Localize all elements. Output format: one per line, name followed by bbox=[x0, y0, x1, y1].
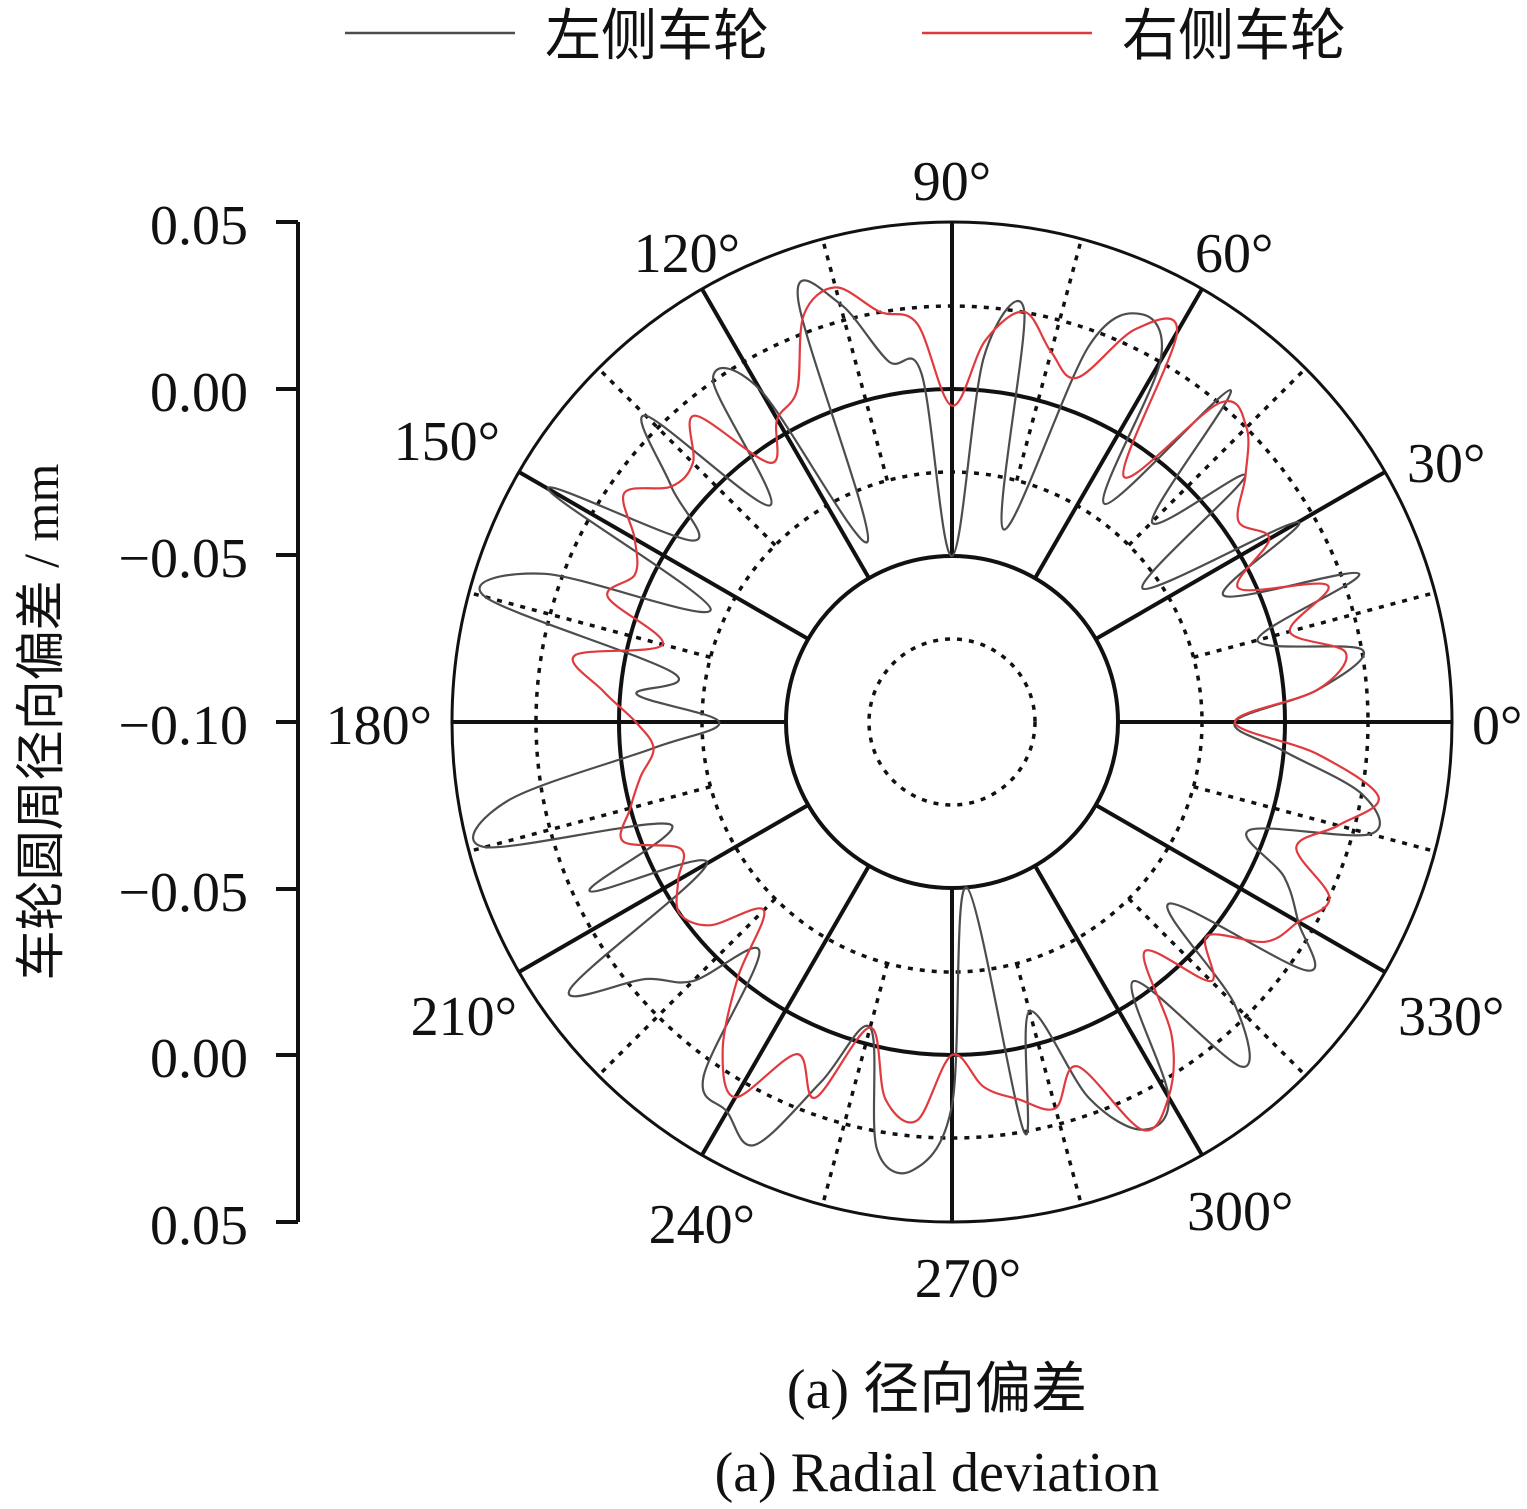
major-spoke bbox=[1094, 803, 1387, 974]
minor-spoke bbox=[468, 785, 711, 854]
major-spoke bbox=[1033, 287, 1204, 580]
angle-label-0: 0° bbox=[1472, 695, 1522, 757]
angle-label-30: 30° bbox=[1407, 433, 1485, 495]
series-layer bbox=[472, 279, 1381, 1175]
polar-grid bbox=[450, 220, 1454, 1224]
minor-spoke bbox=[597, 367, 777, 547]
angle-label-180: 180° bbox=[326, 695, 432, 757]
caption-chinese: (a) 径向偏差 bbox=[787, 1359, 1087, 1421]
minor-spoke bbox=[1193, 785, 1436, 854]
y-axis-title: 车轮圆周径向偏差 / mm bbox=[13, 464, 69, 981]
angle-label-210: 210° bbox=[411, 986, 517, 1048]
angle-label-240: 240° bbox=[649, 1194, 755, 1256]
major-spoke bbox=[1033, 864, 1204, 1157]
radial-tick-label: 0.00 bbox=[150, 362, 248, 424]
angle-label-330: 330° bbox=[1398, 986, 1504, 1048]
minor-spoke bbox=[820, 963, 889, 1206]
radial-tick-label: −0.05 bbox=[118, 862, 248, 924]
minor-spoke bbox=[1127, 897, 1307, 1077]
minor-spoke bbox=[820, 238, 889, 481]
series-line-right-wheel bbox=[571, 286, 1380, 1132]
minor-spoke bbox=[468, 590, 711, 659]
major-spoke bbox=[517, 803, 810, 974]
legend-label-left-wheel: 左侧车轮 bbox=[545, 6, 769, 68]
radial-tick-label: 0.05 bbox=[150, 195, 248, 257]
minor-spoke bbox=[1015, 963, 1084, 1206]
major-spoke bbox=[1094, 470, 1387, 641]
minor-spoke bbox=[1127, 367, 1307, 547]
angle-label-120: 120° bbox=[634, 223, 740, 285]
radial-tick-label: 0.00 bbox=[150, 1028, 248, 1090]
radial-scale-axis: 0.05 0.00 −0.05 −0.10 −0.05 0.00 0.05 bbox=[118, 195, 300, 1257]
major-spoke bbox=[517, 470, 810, 641]
minor-spoke bbox=[597, 897, 777, 1077]
radial-tick-label: 0.05 bbox=[150, 1195, 248, 1257]
angle-label-300: 300° bbox=[1187, 1181, 1293, 1243]
angle-labels: 0° 30° 60° 90° 120° 150° 180° 210° 240° … bbox=[326, 151, 1523, 1310]
radial-tick-label: −0.05 bbox=[118, 528, 248, 590]
angle-label-90: 90° bbox=[913, 151, 991, 213]
legend-label-right-wheel: 右侧车轮 bbox=[1122, 6, 1346, 68]
major-spoke bbox=[700, 287, 871, 580]
major-spoke bbox=[700, 864, 871, 1157]
angle-label-150: 150° bbox=[394, 411, 500, 473]
minor-spoke bbox=[1015, 238, 1084, 481]
series-line-left-wheel bbox=[472, 279, 1381, 1175]
minor-spoke bbox=[1193, 590, 1436, 659]
angle-label-60: 60° bbox=[1195, 223, 1273, 285]
caption-english: (a) Radial deviation bbox=[715, 1442, 1160, 1504]
legend: 左侧车轮 右侧车轮 bbox=[345, 6, 1346, 68]
radial-tick-label: −0.10 bbox=[118, 695, 248, 757]
angle-label-270: 270° bbox=[915, 1248, 1021, 1310]
